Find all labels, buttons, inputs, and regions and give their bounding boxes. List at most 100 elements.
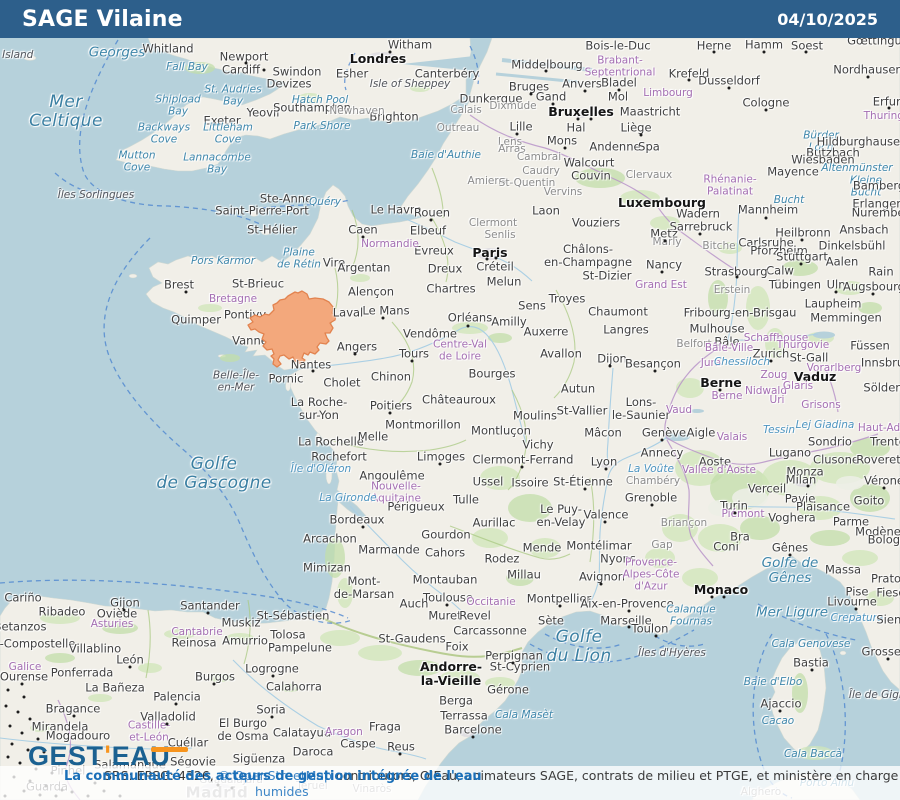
urban-area [460, 729, 474, 737]
forest-area [485, 677, 515, 689]
forest-area [575, 168, 625, 188]
national-border [469, 114, 657, 205]
scheldt-estuary [501, 58, 593, 72]
forest-area [488, 333, 512, 343]
forest-area [506, 570, 534, 586]
forest-area [842, 550, 878, 566]
logo-apostrophe: ' [103, 741, 112, 772]
forest-area [740, 516, 780, 540]
forest-area [440, 670, 480, 686]
logo-eau: EAU [111, 741, 171, 771]
vilaine-perimeter[interactable] [247, 290, 337, 368]
region-border [329, 439, 467, 453]
logo-tagline: La communauté des acteurs de gestion int… [64, 769, 482, 784]
maritime-boundary [103, 237, 353, 624]
region-border [507, 389, 527, 491]
forest-area [645, 548, 675, 568]
forest-area [782, 260, 818, 276]
small-island [875, 695, 883, 701]
river [727, 205, 819, 341]
region-border [431, 217, 449, 283]
forest-area [198, 304, 222, 312]
alpine-relief [836, 476, 864, 490]
small-island [260, 228, 272, 236]
small-island [839, 650, 847, 656]
urban-area [367, 52, 397, 64]
logo-gest: GEST [28, 741, 104, 771]
basemap [0, 38, 900, 800]
forest-area [798, 496, 842, 520]
forest-area [185, 62, 215, 74]
forest-area [675, 450, 725, 486]
lake [664, 433, 690, 441]
maritime-boundary [757, 603, 857, 641]
region-border [145, 609, 151, 679]
region-border [589, 477, 595, 563]
england-landmass [115, 38, 472, 172]
zones-humides-link-2[interactable]: humides [255, 784, 309, 799]
header-date: 04/10/2025 [777, 9, 878, 29]
forest-area [620, 190, 660, 206]
forest-area [298, 93, 322, 103]
forest-area [350, 274, 370, 282]
page-title: SAGE Vilaine [22, 6, 183, 32]
forest-area [529, 538, 561, 558]
forest-area [102, 622, 138, 634]
forest-area [452, 322, 488, 334]
highlight-layer [247, 290, 337, 368]
logo-orange-dash [151, 747, 188, 752]
maritime-boundary [0, 579, 349, 619]
forest-area [810, 530, 850, 546]
forest-area [88, 694, 112, 702]
small-island [315, 432, 321, 448]
lake [813, 331, 835, 339]
forest-area [40, 612, 80, 624]
maritime-boundary [469, 45, 480, 85]
region-border [449, 525, 571, 560]
national-border [666, 433, 879, 465]
maritime-boundary [544, 633, 623, 649]
scheldt-estuary-2 [495, 72, 579, 84]
forest-area [792, 673, 808, 713]
national-border [664, 340, 729, 439]
urban-area [573, 110, 589, 118]
forest-area [746, 286, 770, 330]
forest-area [797, 746, 833, 760]
attribution-bar [0, 766, 900, 800]
maritime-boundary [54, 172, 107, 194]
river [588, 437, 667, 605]
small-island [325, 465, 333, 485]
forest-area [682, 568, 718, 588]
forest-area [866, 590, 894, 606]
pyrenees-border [317, 615, 523, 658]
region-border [243, 599, 251, 665]
national-border [666, 439, 714, 567]
small-island [23, 55, 37, 61]
forest-area [765, 328, 785, 358]
thames-estuary [402, 56, 474, 71]
forest-area [164, 629, 196, 639]
small-island [234, 383, 252, 391]
region-border [431, 167, 444, 219]
forest-area [835, 281, 865, 295]
forest-area [30, 724, 50, 732]
region-border [351, 209, 359, 269]
osm-link[interactable]: © OpenStreetMap [217, 768, 332, 783]
maritime-boundary [529, 629, 695, 663]
river [397, 215, 533, 282]
small-island [658, 648, 666, 652]
forest-area [850, 484, 890, 512]
small-island [249, 211, 259, 217]
forest-area [858, 302, 882, 314]
forest-area [358, 645, 402, 661]
forest-area [410, 84, 430, 92]
forest-area [508, 494, 552, 522]
header-bar: SAGE Vilaine 04/10/2025 [0, 0, 900, 38]
small-island [93, 195, 99, 199]
forest-area [337, 578, 353, 608]
forest-area [220, 354, 240, 362]
alpine-relief [732, 488, 768, 508]
forest-area [698, 524, 742, 552]
urban-area [600, 462, 612, 468]
gesteau-logo[interactable]: GEST'EAU [28, 741, 188, 772]
